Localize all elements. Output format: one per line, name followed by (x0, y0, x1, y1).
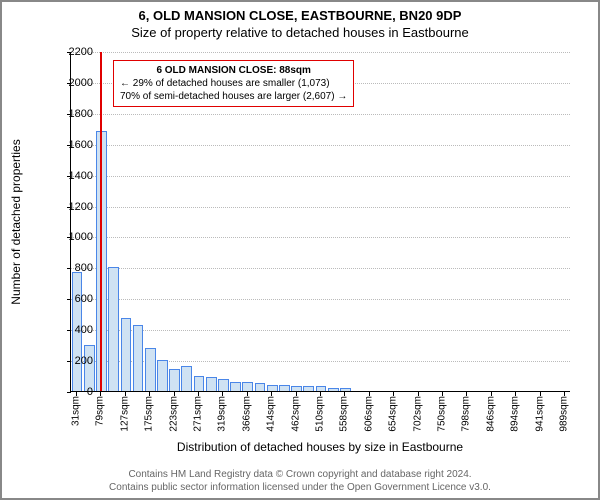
xtick-label: 894sqm (510, 396, 521, 432)
xtick-label: 462sqm (290, 396, 301, 432)
gridline (71, 145, 570, 146)
bar (206, 377, 217, 391)
title-main: 6, OLD MANSION CLOSE, EASTBOURNE, BN20 9… (2, 2, 598, 23)
bar (303, 386, 314, 391)
bar (181, 366, 192, 391)
xtick-label: 271sqm (193, 396, 204, 432)
bar (230, 382, 241, 391)
xtick-label: 558sqm (339, 396, 350, 432)
xtick-label: 798sqm (461, 396, 472, 432)
xtick-label: 127sqm (119, 396, 130, 432)
bar (255, 383, 266, 391)
annotation-box: 6 OLD MANSION CLOSE: 88sqm ← 29% of deta… (113, 60, 354, 107)
bar (267, 385, 278, 391)
xtick-label: 319sqm (217, 396, 228, 432)
plot-area: 6 OLD MANSION CLOSE: 88sqm ← 29% of deta… (70, 52, 570, 392)
bar (169, 369, 180, 391)
ytick-label: 800 (53, 262, 93, 274)
xtick-label: 654sqm (388, 396, 399, 432)
ytick-label: 2000 (53, 77, 93, 89)
marker-line (100, 52, 102, 391)
xtick-label: 414sqm (266, 396, 277, 432)
gridline (71, 52, 570, 53)
gridline (71, 237, 570, 238)
bar (340, 388, 351, 391)
xtick-label: 31sqm (71, 396, 82, 426)
ytick-label: 400 (53, 324, 93, 336)
xtick-label: 750sqm (436, 396, 447, 432)
bar (218, 379, 229, 391)
bar (121, 318, 132, 391)
gridline (71, 268, 570, 269)
xtick-label: 366sqm (241, 396, 252, 432)
bar (157, 360, 168, 391)
ytick-label: 1400 (53, 170, 93, 182)
xtick-label: 223sqm (168, 396, 179, 432)
title-sub: Size of property relative to detached ho… (2, 23, 598, 44)
ytick-label: 2200 (53, 46, 93, 58)
bar (133, 325, 144, 391)
footer-line1: Contains HM Land Registry data © Crown c… (2, 469, 598, 482)
ytick-label: 1000 (53, 231, 93, 243)
bar (291, 386, 302, 391)
xtick-label: 989sqm (558, 396, 569, 432)
xtick-label: 846sqm (485, 396, 496, 432)
bar (108, 267, 119, 391)
x-axis-label: Distribution of detached houses by size … (70, 440, 570, 454)
xtick-label: 606sqm (363, 396, 374, 432)
xtick-label: 941sqm (534, 396, 545, 432)
footer: Contains HM Land Registry data © Crown c… (2, 469, 598, 494)
ytick-label: 200 (53, 355, 93, 367)
annotation-line2: ← 29% of detached houses are smaller (1,… (120, 77, 347, 90)
footer-line2: Contains public sector information licen… (2, 482, 598, 495)
gridline (71, 176, 570, 177)
ytick-label: 1200 (53, 201, 93, 213)
bar (145, 348, 156, 391)
xtick-label: 702sqm (412, 396, 423, 432)
bar (194, 376, 205, 391)
xtick-label: 175sqm (144, 396, 155, 432)
bar (316, 386, 327, 391)
annotation-line3: 70% of semi-detached houses are larger (… (120, 90, 347, 103)
ytick-label: 1600 (53, 139, 93, 151)
y-axis-label: Number of detached properties (9, 139, 23, 304)
bar (84, 345, 95, 391)
gridline (71, 207, 570, 208)
xtick-label: 510sqm (315, 396, 326, 432)
annotation-line1: 6 OLD MANSION CLOSE: 88sqm (120, 64, 347, 77)
gridline (71, 114, 570, 115)
xtick-label: 79sqm (95, 396, 106, 426)
bar (242, 382, 253, 391)
ytick-label: 600 (53, 293, 93, 305)
gridline (71, 330, 570, 331)
gridline (71, 299, 570, 300)
chart-container: 6, OLD MANSION CLOSE, EASTBOURNE, BN20 9… (0, 0, 600, 500)
bar (279, 385, 290, 391)
bar (328, 388, 339, 391)
ytick-label: 1800 (53, 108, 93, 120)
